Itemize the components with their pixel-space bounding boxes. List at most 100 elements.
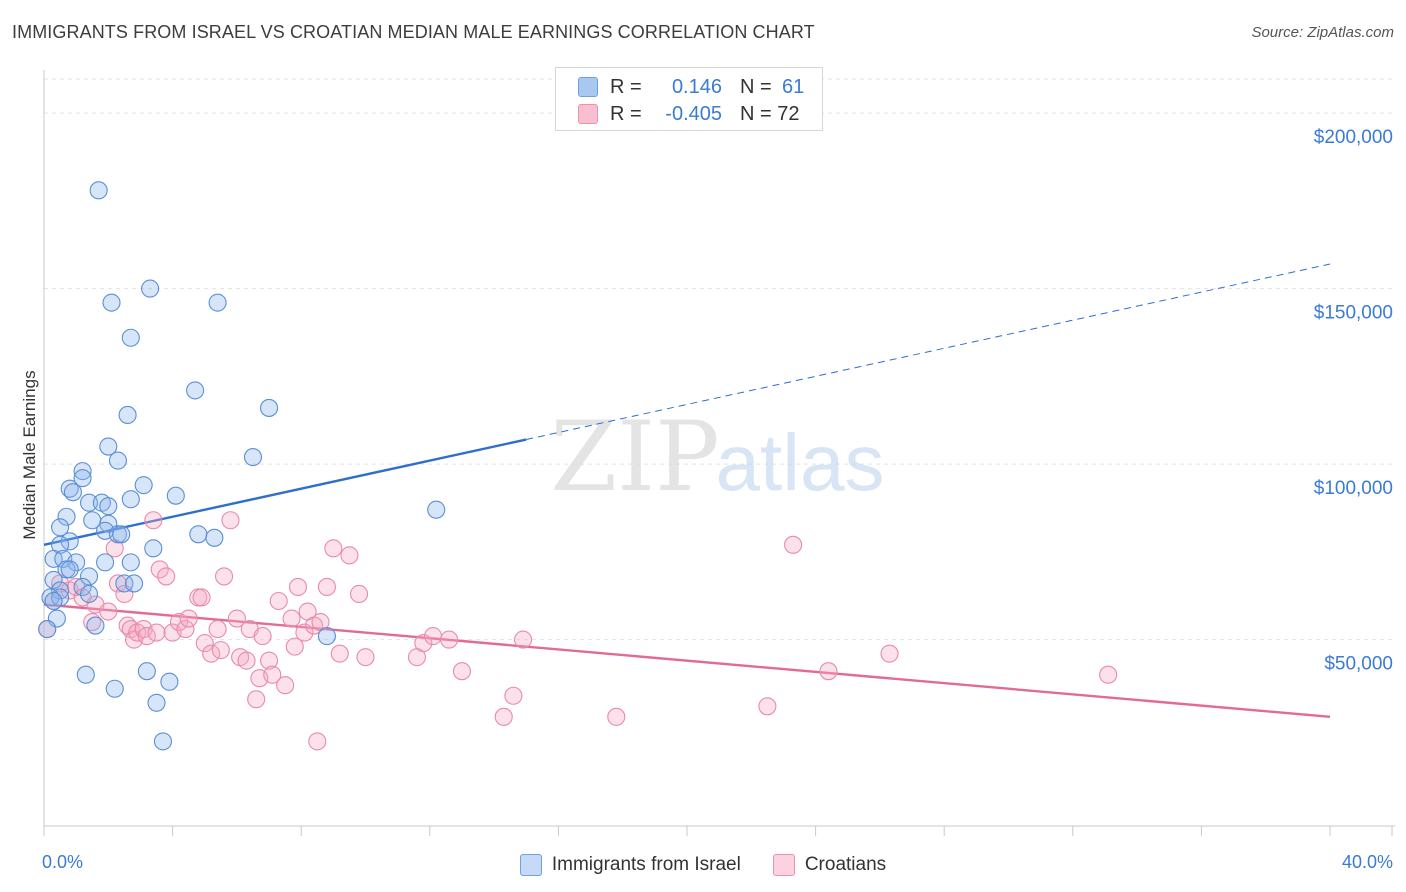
- israel-point: [86, 616, 105, 635]
- israel-point: [124, 574, 144, 593]
- israel-point: [63, 483, 82, 502]
- israel-point: [89, 181, 108, 200]
- israel-point: [205, 528, 224, 547]
- israel-point: [259, 398, 279, 417]
- source-label: Source: ZipAtlas.com: [1251, 24, 1394, 41]
- y-tick-label: $150,000: [1314, 303, 1393, 324]
- croatian-point: [176, 620, 195, 639]
- croatian-point: [108, 574, 127, 593]
- legend-swatch-israel: [578, 77, 598, 97]
- watermark-zip: ZIP: [550, 401, 719, 513]
- legend-label-israel: Immigrants from Israel: [551, 854, 741, 875]
- israel-point: [102, 293, 121, 312]
- croatian-point: [324, 539, 343, 558]
- israel-point: [60, 560, 79, 579]
- israel-point: [144, 539, 163, 558]
- israel-point: [60, 479, 79, 498]
- croatian-point: [330, 644, 349, 663]
- legend-swatch-croatians: [772, 854, 795, 876]
- y-axis-label: Median Male Earnings: [20, 370, 39, 540]
- israel-trend-line: [43, 438, 527, 547]
- croatian-point: [269, 591, 288, 611]
- israel-point: [108, 451, 127, 470]
- watermark-atlas: atlas: [716, 418, 885, 507]
- croatian-point: [237, 651, 256, 670]
- israel-point: [79, 493, 99, 512]
- r-value: -0.405: [665, 102, 722, 125]
- croatian-point: [83, 612, 102, 632]
- croatian-point: [494, 707, 513, 726]
- croatian-point: [214, 567, 234, 586]
- israel-point: [147, 693, 166, 712]
- israel-point: [137, 662, 156, 681]
- israel-point: [166, 486, 185, 505]
- israel-point: [208, 293, 227, 312]
- croatian-point: [282, 609, 301, 628]
- croatian-point: [195, 634, 214, 653]
- legend-swatch-israel: [519, 854, 542, 876]
- legend-swatch-croatians: [578, 104, 598, 124]
- israel-point: [121, 553, 140, 572]
- croatian-point: [263, 665, 282, 684]
- croatian-point: [880, 644, 899, 663]
- croatian-point: [247, 690, 266, 709]
- israel-point: [73, 462, 92, 481]
- croatian-point: [169, 612, 189, 632]
- israel-point: [44, 591, 63, 611]
- israel-point: [41, 588, 60, 607]
- israel-point: [160, 672, 179, 691]
- israel-point: [134, 476, 153, 495]
- croatian-point: [192, 588, 211, 607]
- y-tick-labels: $50,000 $100,000 $150,000 $200,000: [1314, 127, 1393, 675]
- israel-point: [317, 627, 336, 646]
- israel-point: [51, 518, 70, 537]
- croatian-point: [356, 648, 375, 667]
- croatian-point: [607, 707, 626, 726]
- y-tick-label: $200,000: [1314, 127, 1393, 148]
- israel-point: [44, 570, 63, 589]
- croatian-point: [1099, 665, 1118, 684]
- croatian-point: [414, 634, 433, 653]
- israel-point: [186, 381, 205, 400]
- israel-point: [51, 581, 70, 600]
- croatian-point: [285, 637, 304, 656]
- trend-lines: [43, 263, 1331, 719]
- legend-item-israel[interactable]: Immigrants from Israel: [519, 854, 741, 876]
- israel-point: [57, 507, 76, 526]
- legend-row-croatians: R = -0.405 N = 72: [578, 101, 803, 127]
- legend-item-croatians[interactable]: Croatians: [772, 854, 886, 876]
- israel-point: [112, 525, 131, 544]
- croatian-point: [150, 560, 169, 579]
- croatian-point: [513, 630, 533, 649]
- israel-point: [44, 549, 63, 568]
- grid-lines: [44, 78, 1395, 641]
- croatian-point: [147, 623, 166, 642]
- israel-point: [73, 577, 92, 597]
- croatian-point: [452, 662, 472, 681]
- israel-point: [105, 679, 124, 698]
- croatian-trend-line: [43, 603, 1331, 719]
- croatian-point: [440, 630, 459, 649]
- israel-point: [427, 500, 446, 519]
- croatian-point: [504, 686, 523, 705]
- croatian-point: [276, 676, 295, 695]
- croatian-point: [137, 627, 156, 646]
- croatian-point: [350, 584, 369, 604]
- israel-trend-extension: [526, 263, 1331, 441]
- y-tick-label: $50,000: [1324, 654, 1393, 675]
- croatian-point: [259, 651, 279, 670]
- chart-title: IMMIGRANTS FROM ISRAEL VS CROATIAN MEDIA…: [12, 22, 815, 42]
- n-label: N = 72: [740, 102, 800, 125]
- croatian-point: [423, 627, 443, 646]
- croatian-point: [288, 577, 308, 597]
- r-label: R =: [610, 75, 642, 98]
- n-value: 61: [782, 75, 805, 98]
- israel-point: [118, 405, 137, 425]
- israel-point: [73, 469, 92, 488]
- israel-point: [121, 328, 140, 347]
- croatian-point: [308, 732, 327, 751]
- israel-point: [121, 490, 140, 509]
- croatian-point: [295, 623, 314, 642]
- israel-point: [141, 279, 160, 298]
- israel-point: [76, 665, 95, 684]
